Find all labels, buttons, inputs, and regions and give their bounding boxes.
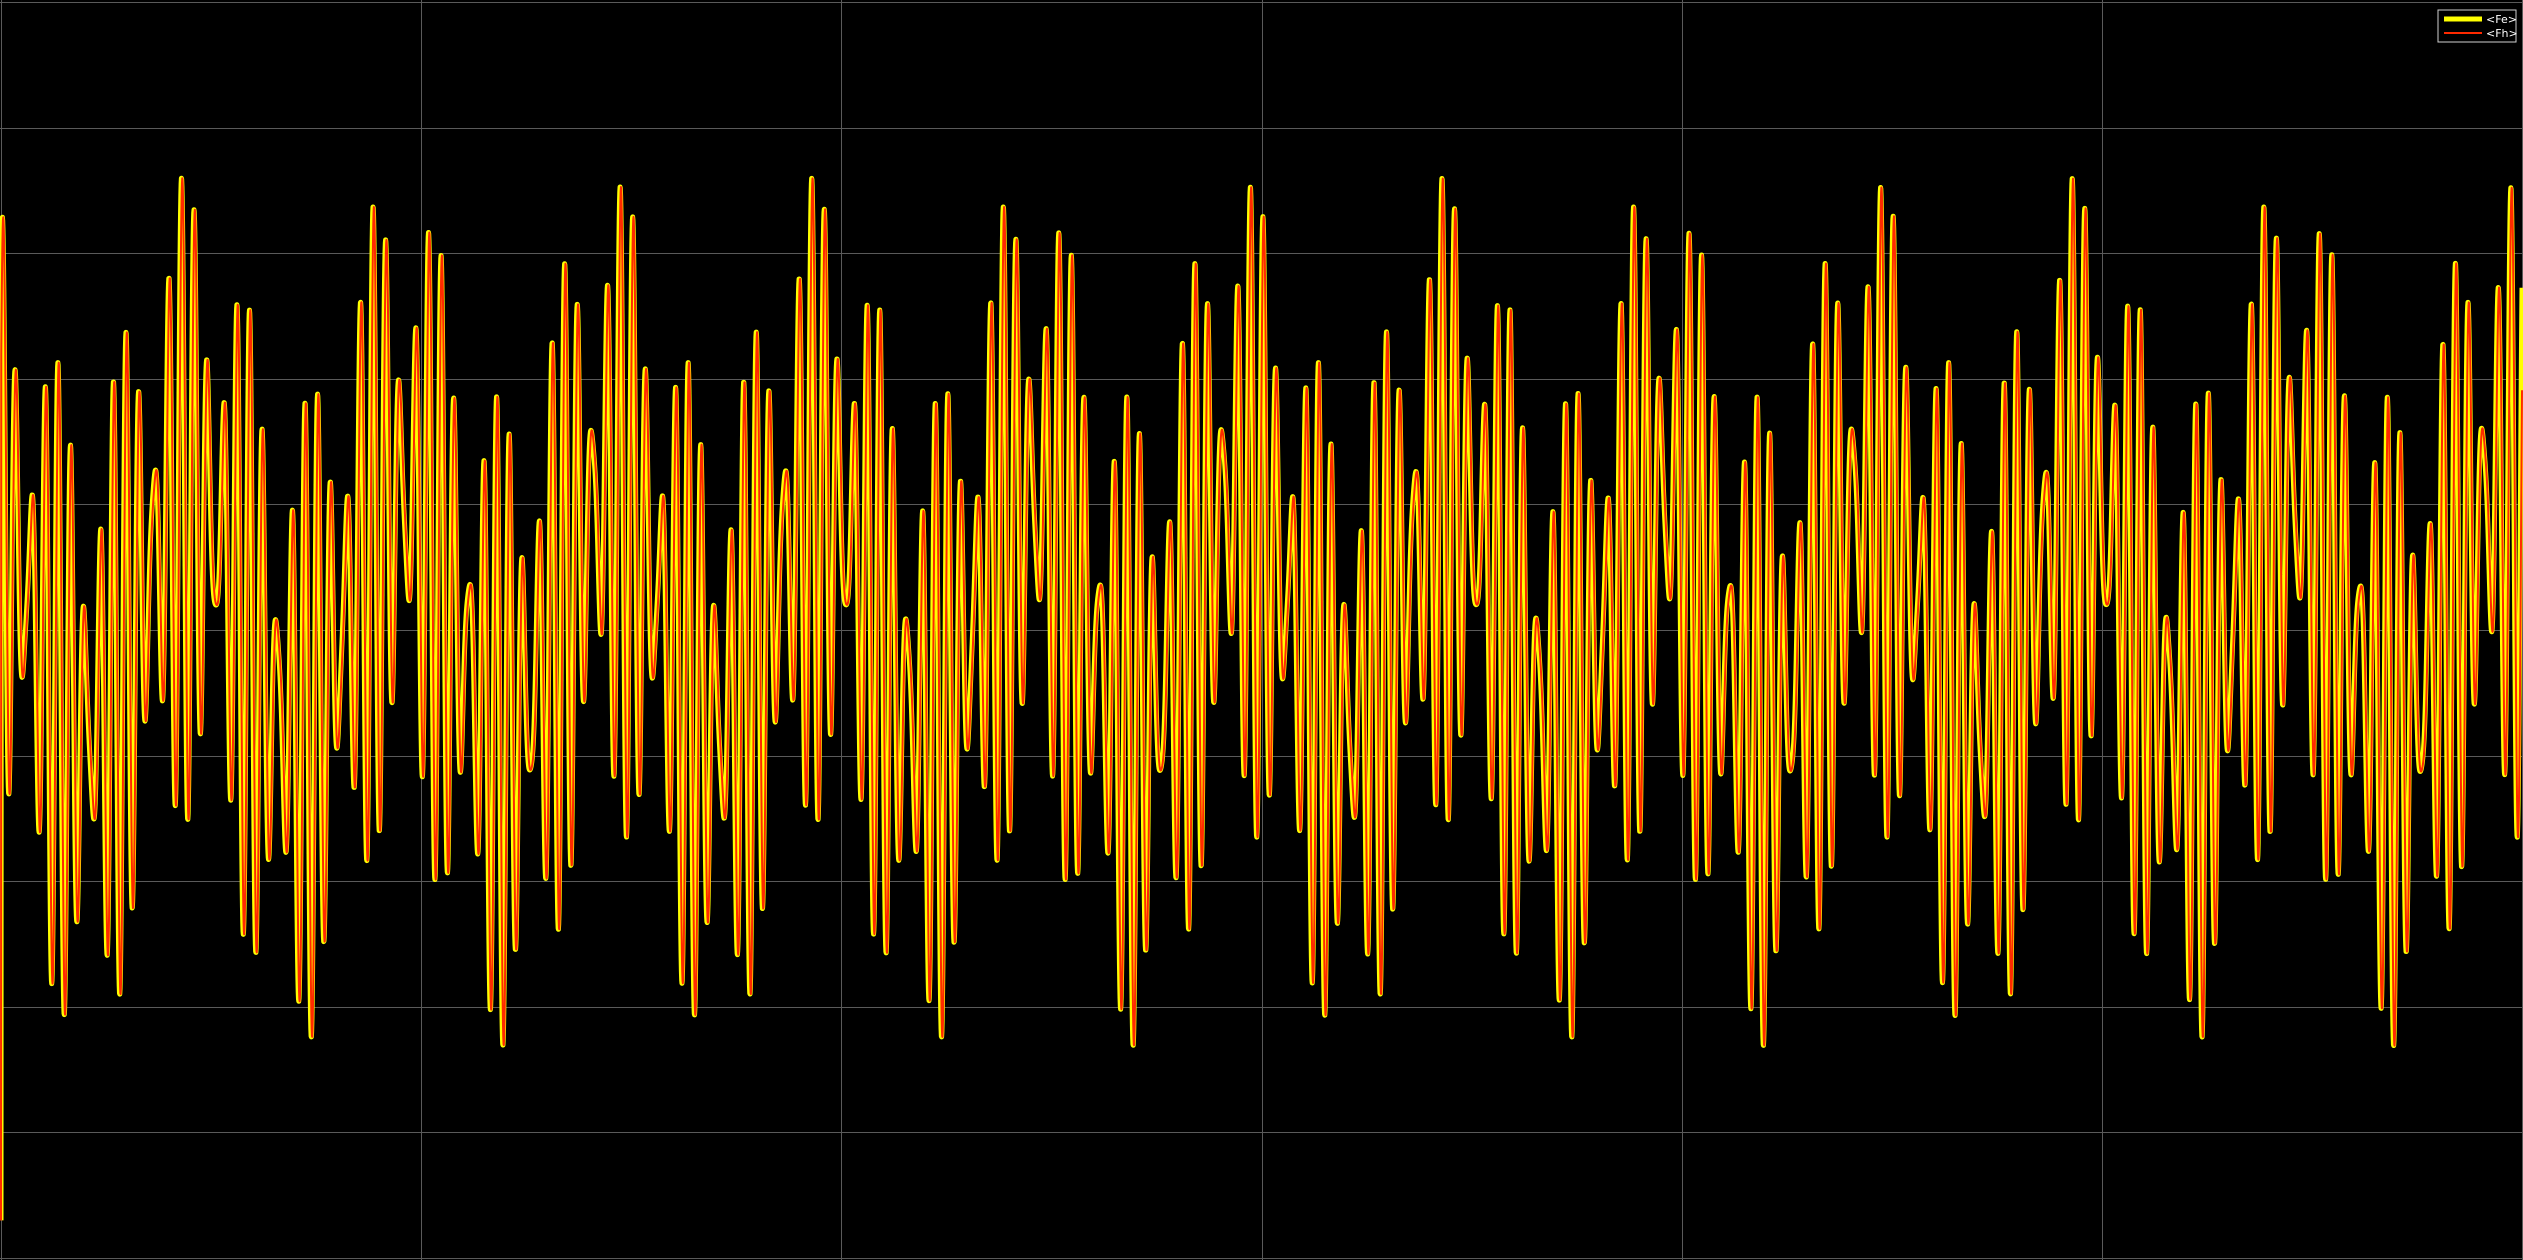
legend-label-fe: <Fe>	[2486, 13, 2517, 26]
legend-label-fh: <Fh>	[2486, 27, 2518, 40]
legend: <Fe> <Fh>	[2438, 10, 2518, 42]
